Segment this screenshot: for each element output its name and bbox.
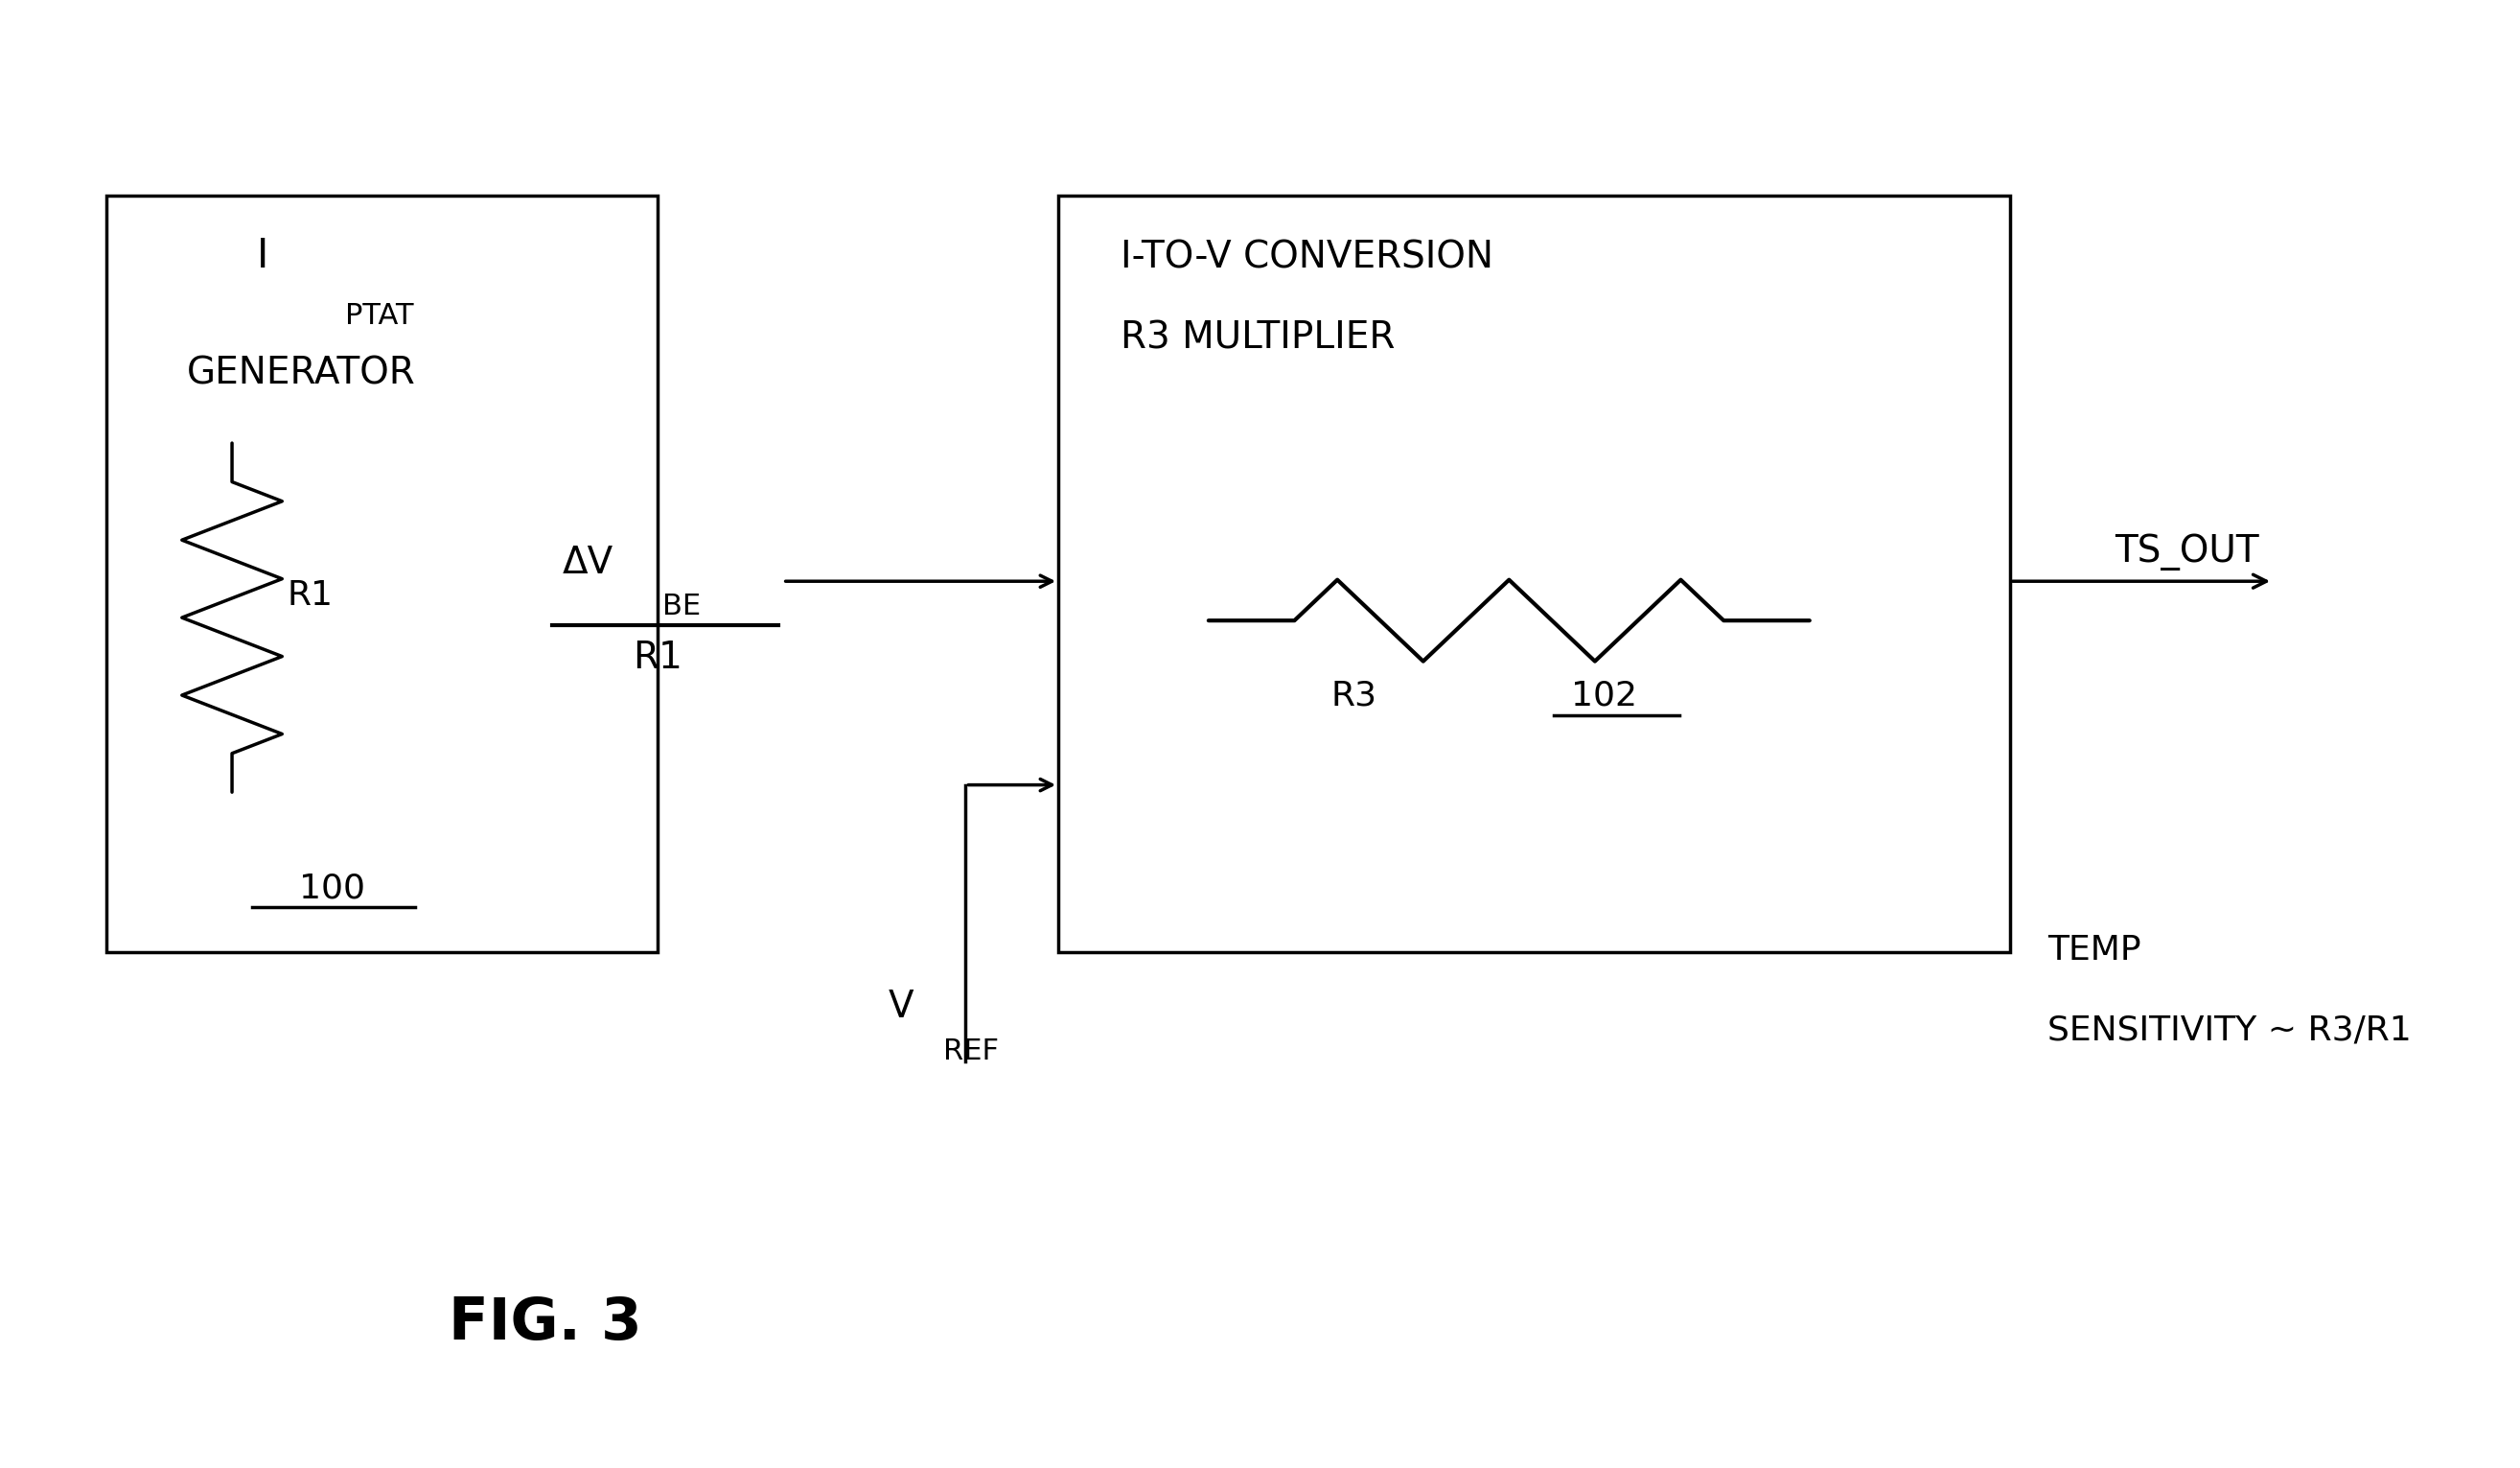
Text: 102: 102 (1570, 680, 1638, 712)
Text: R1: R1 (287, 580, 333, 612)
Text: 100: 100 (300, 872, 365, 904)
Text: I: I (257, 235, 270, 276)
Bar (106, 195, 658, 953)
Text: ΔV: ΔV (562, 545, 612, 581)
Text: SENSITIVITY ~ R3/R1: SENSITIVITY ~ R3/R1 (2046, 1014, 2412, 1047)
Text: REF: REF (942, 1038, 998, 1066)
Text: R3: R3 (1331, 680, 1376, 712)
Text: GENERATOR: GENERATOR (186, 355, 416, 392)
Text: V: V (887, 988, 915, 1025)
Text: BE: BE (663, 593, 701, 621)
Text: R3 MULTIPLIER: R3 MULTIPLIER (1121, 320, 1396, 355)
Bar (1058, 195, 2011, 953)
Text: TS_OUT: TS_OUT (2114, 534, 2260, 571)
Text: R1: R1 (633, 640, 683, 675)
Text: FIG. 3: FIG. 3 (449, 1296, 643, 1352)
Text: I-TO-V CONVERSION: I-TO-V CONVERSION (1121, 239, 1494, 276)
Text: PTAT: PTAT (345, 302, 413, 330)
Text: TEMP: TEMP (2046, 934, 2142, 967)
